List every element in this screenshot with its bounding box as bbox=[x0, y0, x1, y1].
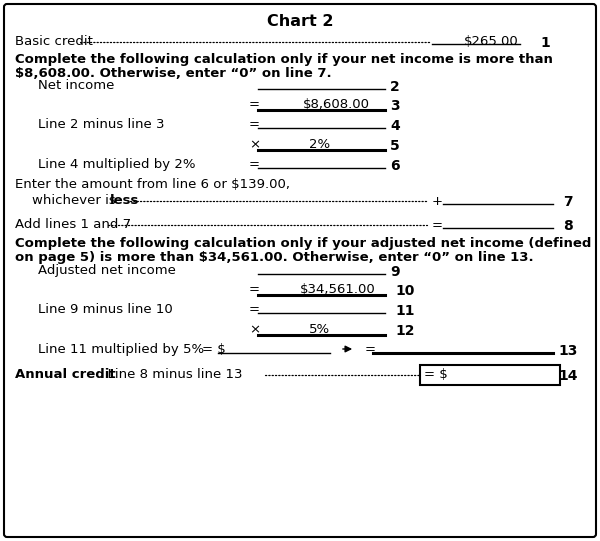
Text: 6: 6 bbox=[390, 159, 400, 173]
Text: $34,561.00: $34,561.00 bbox=[300, 283, 376, 296]
Text: on page 5) is more than $34,561.00. Otherwise, enter “0” on line 13.: on page 5) is more than $34,561.00. Othe… bbox=[15, 251, 533, 264]
Text: $8,608.00: $8,608.00 bbox=[303, 98, 370, 111]
Text: $8,608.00. Otherwise, enter “0” on line 7.: $8,608.00. Otherwise, enter “0” on line … bbox=[15, 67, 332, 80]
Text: Net income: Net income bbox=[38, 79, 115, 92]
Text: =: = bbox=[249, 303, 260, 316]
Text: 8: 8 bbox=[563, 219, 573, 233]
Text: 7: 7 bbox=[563, 195, 573, 209]
Text: Chart 2: Chart 2 bbox=[267, 14, 333, 29]
Text: = $: = $ bbox=[202, 343, 226, 356]
Text: 13: 13 bbox=[559, 344, 578, 358]
Text: Line 9 minus line 10: Line 9 minus line 10 bbox=[38, 303, 173, 316]
Text: 10: 10 bbox=[395, 284, 415, 298]
Text: Line 11 multiplied by 5%: Line 11 multiplied by 5% bbox=[38, 343, 204, 356]
Text: Line 2 minus line 3: Line 2 minus line 3 bbox=[38, 118, 164, 131]
Text: 5: 5 bbox=[390, 139, 400, 153]
Text: Complete the following calculation only if your net income is more than: Complete the following calculation only … bbox=[15, 53, 553, 66]
Text: 4: 4 bbox=[390, 119, 400, 133]
Text: : Line 8 minus line 13: : Line 8 minus line 13 bbox=[99, 368, 242, 381]
Text: =: = bbox=[249, 118, 260, 131]
Text: =: = bbox=[432, 219, 443, 232]
Text: 14: 14 bbox=[558, 369, 578, 383]
Text: whichever is: whichever is bbox=[15, 194, 120, 207]
Text: =: = bbox=[365, 343, 376, 356]
FancyBboxPatch shape bbox=[4, 4, 596, 537]
Text: ×: × bbox=[249, 138, 260, 151]
Text: Adjusted net income: Adjusted net income bbox=[38, 264, 176, 277]
Text: Add lines 1 and 7: Add lines 1 and 7 bbox=[15, 218, 131, 231]
Text: 2: 2 bbox=[390, 80, 400, 94]
Text: $265.00: $265.00 bbox=[464, 35, 519, 48]
Text: Complete the following calculation only if your adjusted net income (defined: Complete the following calculation only … bbox=[15, 237, 592, 250]
Text: 9: 9 bbox=[390, 265, 400, 279]
Text: =: = bbox=[249, 283, 260, 296]
Text: less: less bbox=[110, 194, 139, 207]
Text: Line 4 multiplied by 2%: Line 4 multiplied by 2% bbox=[38, 158, 196, 171]
Text: =: = bbox=[249, 158, 260, 171]
Text: ×: × bbox=[249, 323, 260, 336]
Text: 5%: 5% bbox=[310, 323, 331, 336]
Text: Annual credit: Annual credit bbox=[15, 368, 116, 381]
Text: 2%: 2% bbox=[310, 138, 331, 151]
Text: = $: = $ bbox=[424, 368, 448, 381]
Bar bbox=[420, 365, 560, 385]
Text: Enter the amount from line 6 or $139.00,: Enter the amount from line 6 or $139.00, bbox=[15, 178, 290, 191]
Text: +: + bbox=[432, 195, 443, 208]
Text: Basic credit: Basic credit bbox=[15, 35, 93, 48]
Text: 1: 1 bbox=[540, 36, 550, 50]
Text: 11: 11 bbox=[395, 304, 415, 318]
Text: 3: 3 bbox=[390, 99, 400, 113]
Text: 12: 12 bbox=[395, 324, 415, 338]
Text: =: = bbox=[249, 98, 260, 111]
